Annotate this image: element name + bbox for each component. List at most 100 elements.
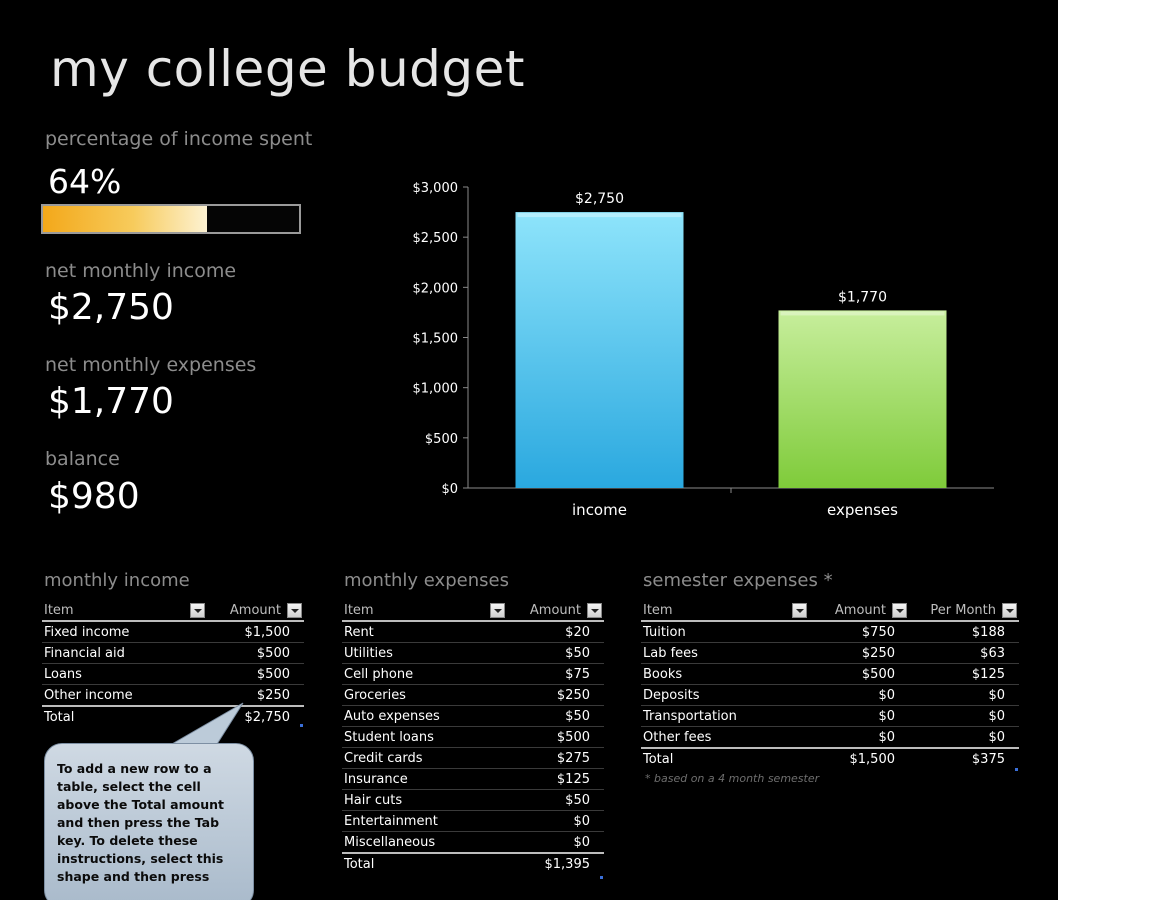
item-cell[interactable]: Groceries xyxy=(342,684,507,706)
amount-cell[interactable]: $250 xyxy=(809,642,909,664)
table-row[interactable]: Transportation $0 $0 xyxy=(641,705,1019,727)
expenses-bar[interactable] xyxy=(778,310,947,488)
item-cell[interactable]: Utilities xyxy=(342,642,507,664)
amount-cell[interactable]: $0 xyxy=(507,831,604,854)
column-header-per-month[interactable]: Per Month xyxy=(909,600,1019,622)
amount-cell[interactable]: $0 xyxy=(809,726,909,749)
amount-cell[interactable]: $250 xyxy=(207,684,304,707)
item-cell[interactable]: Other income xyxy=(42,684,207,707)
table-row[interactable]: Hair cuts $50 xyxy=(342,789,604,811)
item-cell[interactable]: Hair cuts xyxy=(342,789,507,811)
income-bar[interactable] xyxy=(515,212,684,489)
amount-cell[interactable]: $500 xyxy=(507,726,604,748)
per-month-cell[interactable]: $0 xyxy=(909,726,1019,749)
item-cell[interactable]: Miscellaneous xyxy=(342,831,507,854)
table-total-row[interactable]: Total $1,500 $375 xyxy=(641,747,1019,769)
table-resize-handle[interactable] xyxy=(300,724,303,727)
amount-cell[interactable]: $500 xyxy=(207,642,304,664)
amount-cell[interactable]: $500 xyxy=(207,663,304,685)
item-cell[interactable]: Credit cards xyxy=(342,747,507,769)
total-label-cell[interactable]: Total xyxy=(342,852,507,874)
total-amount-cell[interactable]: $1,500 xyxy=(809,747,909,769)
table-row[interactable]: Miscellaneous $0 xyxy=(342,831,604,854)
amount-cell[interactable]: $0 xyxy=(809,705,909,727)
table-row[interactable]: Groceries $250 xyxy=(342,684,604,706)
item-cell[interactable]: Student loans xyxy=(342,726,507,748)
item-cell[interactable]: Lab fees xyxy=(641,642,809,664)
table-row[interactable]: Insurance $125 xyxy=(342,768,604,790)
per-month-cell[interactable]: $0 xyxy=(909,705,1019,727)
income-expenses-chart[interactable]: $0 $500 $1,000 $1,500 $2,000 $2,500 $3,000 $2,7… xyxy=(380,170,1020,530)
filter-dropdown-icon[interactable] xyxy=(287,602,302,618)
amount-cell[interactable]: $50 xyxy=(507,789,604,811)
column-header-item[interactable]: Item xyxy=(641,600,809,622)
table-row[interactable]: Entertainment $0 xyxy=(342,810,604,832)
table-row[interactable]: Books $500 $125 xyxy=(641,663,1019,685)
column-header-amount[interactable]: Amount xyxy=(809,600,909,622)
filter-dropdown-icon[interactable] xyxy=(587,602,602,618)
amount-cell[interactable]: $500 xyxy=(809,663,909,685)
filter-dropdown-icon[interactable] xyxy=(892,602,907,618)
total-label-cell[interactable]: Total xyxy=(641,747,809,769)
per-month-cell[interactable]: $125 xyxy=(909,663,1019,685)
monthly-income-table[interactable]: Item Amount Fixed income $1,500 Financial … xyxy=(42,600,304,727)
item-cell[interactable]: Cell phone xyxy=(342,663,507,685)
table-row[interactable]: Utilities $50 xyxy=(342,642,604,664)
column-header-amount[interactable]: Amount xyxy=(507,600,604,622)
total-label-cell[interactable]: Total xyxy=(42,705,207,727)
item-cell[interactable]: Auto expenses xyxy=(342,705,507,727)
item-cell[interactable]: Fixed income xyxy=(42,621,207,643)
table-total-row[interactable]: Total $1,395 xyxy=(342,852,604,874)
table-row[interactable]: Rent $20 xyxy=(342,621,604,643)
table-row[interactable]: Other income $250 xyxy=(42,684,304,707)
item-cell[interactable]: Transportation xyxy=(641,705,809,727)
semester-expenses-table[interactable]: Item Amount Per Month Tuition $750 $188 Lab… xyxy=(641,600,1019,769)
table-row[interactable]: Auto expenses $50 xyxy=(342,705,604,727)
instructions-callout[interactable]: To add a new row to a table, select the … xyxy=(44,743,254,900)
net-expenses-value[interactable]: $1,770 xyxy=(48,381,174,422)
per-month-cell[interactable]: $0 xyxy=(909,684,1019,706)
column-header-item[interactable]: Item xyxy=(42,600,207,622)
table-row[interactable]: Fixed income $1,500 xyxy=(42,621,304,643)
total-amount-cell[interactable]: $2,750 xyxy=(207,705,304,727)
filter-dropdown-icon[interactable] xyxy=(490,602,505,618)
table-row[interactable]: Tuition $750 $188 xyxy=(641,621,1019,643)
table-row[interactable]: Credit cards $275 xyxy=(342,747,604,769)
balance-value[interactable]: $980 xyxy=(48,476,140,517)
filter-dropdown-icon[interactable] xyxy=(792,602,807,618)
table-row[interactable]: Financial aid $500 xyxy=(42,642,304,664)
item-cell[interactable]: Deposits xyxy=(641,684,809,706)
per-month-cell[interactable]: $63 xyxy=(909,642,1019,664)
amount-cell[interactable]: $750 xyxy=(809,621,909,643)
table-resize-handle[interactable] xyxy=(1015,768,1018,771)
monthly-expenses-table[interactable]: Item Amount Rent $20 Utilities $50 Cell phon… xyxy=(342,600,604,874)
table-row[interactable]: Lab fees $250 $63 xyxy=(641,642,1019,664)
table-row[interactable]: Student loans $500 xyxy=(342,726,604,748)
amount-cell[interactable]: $0 xyxy=(809,684,909,706)
amount-cell[interactable]: $250 xyxy=(507,684,604,706)
item-cell[interactable]: Financial aid xyxy=(42,642,207,664)
per-month-cell[interactable]: $188 xyxy=(909,621,1019,643)
amount-cell[interactable]: $50 xyxy=(507,642,604,664)
amount-cell[interactable]: $1,500 xyxy=(207,621,304,643)
amount-cell[interactable]: $125 xyxy=(507,768,604,790)
item-cell[interactable]: Entertainment xyxy=(342,810,507,832)
amount-cell[interactable]: $50 xyxy=(507,705,604,727)
filter-dropdown-icon[interactable] xyxy=(1002,602,1017,618)
amount-cell[interactable]: $0 xyxy=(507,810,604,832)
total-amount-cell[interactable]: $375 xyxy=(909,747,1019,769)
table-total-row[interactable]: Total $2,750 xyxy=(42,705,304,727)
item-cell[interactable]: Insurance xyxy=(342,768,507,790)
item-cell[interactable]: Loans xyxy=(42,663,207,685)
table-row[interactable]: Cell phone $75 xyxy=(342,663,604,685)
table-row[interactable]: Deposits $0 $0 xyxy=(641,684,1019,706)
table-row[interactable]: Other fees $0 $0 xyxy=(641,726,1019,749)
item-cell[interactable]: Books xyxy=(641,663,809,685)
table-resize-handle[interactable] xyxy=(600,876,603,879)
item-cell[interactable]: Tuition xyxy=(641,621,809,643)
table-row[interactable]: Loans $500 xyxy=(42,663,304,685)
amount-cell[interactable]: $75 xyxy=(507,663,604,685)
column-header-item[interactable]: Item xyxy=(342,600,507,622)
filter-dropdown-icon[interactable] xyxy=(190,602,205,618)
column-header-amount[interactable]: Amount xyxy=(207,600,304,622)
